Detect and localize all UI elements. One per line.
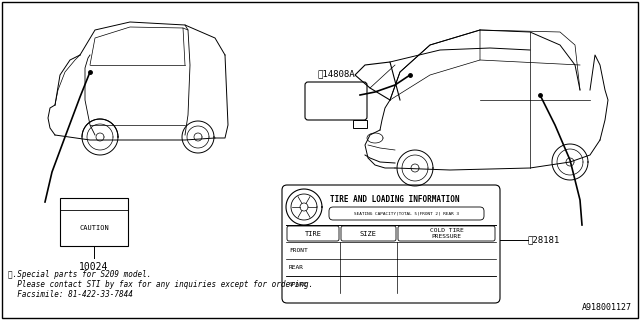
FancyBboxPatch shape: [305, 82, 367, 120]
Bar: [60, 198, 128, 246]
Bar: [353, 120, 367, 128]
Text: ※14808A: ※14808A: [317, 69, 355, 78]
Text: REAR: REAR: [289, 265, 304, 270]
Text: TIRE: TIRE: [305, 230, 321, 236]
Text: SPARE: SPARE: [289, 282, 308, 287]
FancyBboxPatch shape: [282, 185, 500, 303]
Text: ※.Special parts for S209 model.: ※.Special parts for S209 model.: [8, 270, 152, 279]
Text: SEATING CAPACITY|TOTAL 5|FRONT 2| REAR 3: SEATING CAPACITY|TOTAL 5|FRONT 2| REAR 3: [354, 212, 459, 215]
Text: 10024: 10024: [79, 262, 109, 272]
Text: COLD TIRE
PRESSURE: COLD TIRE PRESSURE: [429, 228, 463, 239]
Text: FRONT: FRONT: [289, 248, 308, 253]
FancyBboxPatch shape: [341, 226, 396, 241]
Text: Please contact STI by fax for any inquiries except for ordering.: Please contact STI by fax for any inquir…: [8, 280, 313, 289]
FancyBboxPatch shape: [287, 226, 339, 241]
Text: SIZE: SIZE: [360, 230, 377, 236]
Text: TIRE AND LOADING INFORMATION: TIRE AND LOADING INFORMATION: [330, 195, 460, 204]
Text: A918001127: A918001127: [582, 303, 632, 312]
Text: CAUTION: CAUTION: [79, 225, 109, 231]
Text: Facsimile: 81-422-33-7844: Facsimile: 81-422-33-7844: [8, 290, 133, 299]
FancyBboxPatch shape: [329, 207, 484, 220]
Text: ※28181: ※28181: [528, 236, 560, 244]
FancyBboxPatch shape: [398, 226, 495, 241]
